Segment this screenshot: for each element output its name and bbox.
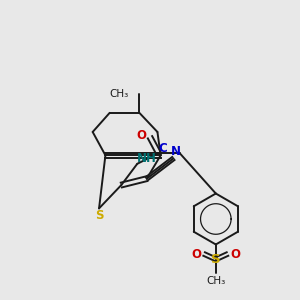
- Text: S: S: [95, 209, 103, 222]
- Text: CH₃: CH₃: [206, 276, 225, 286]
- Text: S: S: [211, 253, 220, 266]
- Text: CH₃: CH₃: [110, 89, 129, 99]
- Text: N: N: [170, 145, 181, 158]
- Text: O: O: [136, 129, 146, 142]
- Text: C: C: [158, 142, 167, 155]
- Text: O: O: [192, 248, 202, 260]
- Text: NH: NH: [137, 152, 157, 165]
- Text: O: O: [230, 248, 240, 260]
